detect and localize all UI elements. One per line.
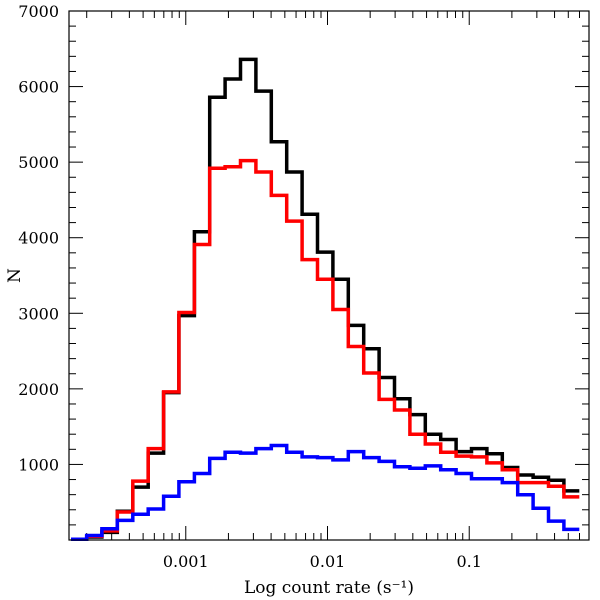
y-axis-label: N bbox=[5, 268, 25, 283]
y-tick-label: 1000 bbox=[18, 455, 59, 474]
y-tick-label: 3000 bbox=[18, 304, 59, 323]
x-axis-label: Log count rate (s⁻¹) bbox=[244, 578, 414, 598]
y-tick-label: 2000 bbox=[18, 380, 59, 399]
x-tick-label: 0.001 bbox=[163, 552, 209, 571]
y-tick-label: 6000 bbox=[18, 78, 59, 97]
series-line-1 bbox=[71, 57, 580, 541]
axis-ticks bbox=[69, 10, 589, 541]
x-tick-label: 0.1 bbox=[456, 552, 481, 571]
series-line-2 bbox=[71, 158, 580, 541]
y-tick-label: 5000 bbox=[18, 153, 59, 172]
series-line-3 bbox=[71, 443, 580, 541]
x-tick-label: 0.01 bbox=[310, 552, 346, 571]
series-layer bbox=[71, 57, 580, 541]
tick-labels: 0.001 0.01 0.1 1000 2000 3000 4000 5000 6000 7000 bbox=[18, 2, 482, 571]
y-tick-label: 4000 bbox=[18, 229, 59, 248]
plot-frame bbox=[68, 10, 590, 541]
y-tick-label: 7000 bbox=[18, 2, 59, 21]
